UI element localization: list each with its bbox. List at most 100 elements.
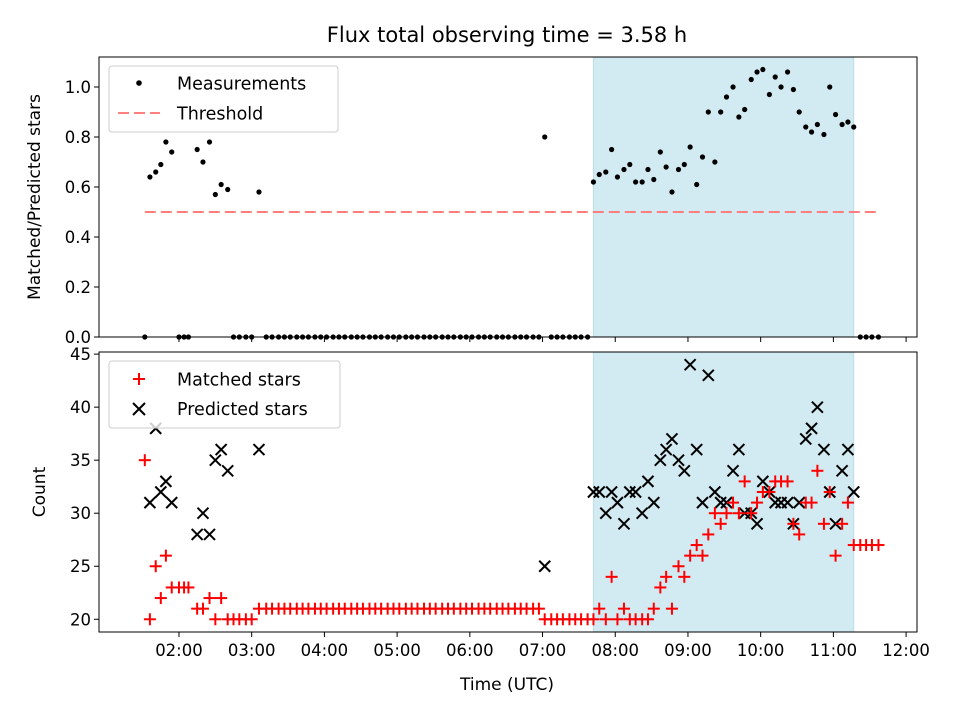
matched-star-point [654, 581, 667, 594]
matched-star-point [641, 613, 654, 626]
measurement-point [669, 189, 675, 195]
matched-star-point [196, 602, 209, 615]
matched-star-point [245, 613, 258, 626]
measurement-point [827, 84, 833, 90]
predicted-star-point [769, 496, 782, 509]
y-tick-label: 20 [70, 610, 91, 629]
y-tick-label: 30 [70, 504, 91, 523]
matched-star-point [751, 496, 764, 509]
measurement-point [803, 124, 809, 130]
predicted-star-point [841, 443, 855, 456]
y-tick-label: 0.2 [65, 278, 91, 297]
predicted-star-point [756, 475, 770, 488]
x-tick-label: 09:00 [664, 641, 712, 660]
predicted-star-point [143, 496, 157, 509]
predicted-star-point [690, 443, 703, 456]
predicted-star-point [683, 358, 697, 371]
predicted-star-point [635, 507, 649, 520]
measurement-point [158, 161, 164, 168]
matched-star-point [805, 496, 818, 509]
measurement-point [784, 69, 791, 75]
measurement-point [627, 161, 633, 168]
measurement-point [766, 91, 772, 98]
predicted-star-point [165, 496, 178, 509]
measurement-point [153, 169, 159, 175]
legend-label-threshold: Threshold [176, 105, 263, 125]
measurement-point [694, 181, 700, 188]
predicted-star-point [708, 485, 722, 499]
chart-title: Flux total observing time = 3.58 h [327, 23, 687, 47]
top-x-ticks [178, 337, 907, 342]
measurement-point [212, 191, 218, 198]
predicted-star-point [623, 485, 636, 499]
matched-star-point [599, 613, 612, 626]
matched-star-point [154, 592, 167, 605]
predicted-star-point [203, 528, 216, 541]
measurement-point [712, 159, 718, 165]
y-tick-label: 0.4 [65, 228, 91, 247]
legend-label-measurements: Measurements [177, 75, 306, 95]
measurement-point [754, 69, 760, 75]
matched-star-point [841, 496, 854, 509]
matched-star-point [696, 549, 709, 562]
predicted-star-point [221, 464, 234, 477]
matched-star-point [143, 613, 156, 626]
x-axis-label: Time (UTC) [459, 675, 554, 695]
bottom-y-axis: 20 25 30 35 40 45 [70, 345, 99, 629]
predicted-star-point [811, 400, 824, 414]
matched-star-point [203, 592, 216, 605]
legend-marker-measurements [136, 80, 142, 86]
predicted-star-point [726, 464, 740, 477]
measurement-point [687, 144, 693, 150]
measurement-point [814, 121, 820, 128]
measurement-point [657, 149, 663, 155]
predicted-star-point [835, 464, 849, 477]
predicted-stars-series [143, 358, 860, 573]
measurement-point [645, 166, 651, 173]
predicted-star-point [672, 453, 685, 467]
predicted-star-point [214, 443, 228, 456]
predicted-star-point [817, 443, 831, 456]
matched-star-point [684, 549, 697, 562]
matched-star-point [617, 602, 630, 615]
matched-stars-series [138, 454, 885, 626]
measurement-point [778, 84, 784, 90]
predicted-star-point [654, 453, 667, 467]
predicted-star-point [154, 485, 168, 499]
x-tick-label: 08:00 [591, 641, 639, 660]
matched-star-point [763, 486, 776, 498]
x-tick-label: 12:00 [882, 641, 930, 660]
measurement-point [206, 139, 213, 145]
measurement-point [796, 109, 802, 115]
measurement-point [821, 131, 827, 138]
top-plot-frame [98, 56, 918, 338]
predicted-star-point [799, 432, 812, 446]
measurement-point [718, 109, 724, 115]
predicted-star-point [599, 507, 613, 520]
matched-star-point [817, 517, 830, 530]
x-tick-label: 03:00 [228, 641, 276, 660]
predicted-star-point [720, 496, 733, 509]
matched-star-point [647, 602, 660, 615]
matched-star-point [714, 517, 727, 530]
bottom-y-label: Count [30, 466, 50, 517]
predicted-star-point [805, 422, 818, 435]
x-tick-label: 10:00 [737, 641, 785, 660]
measurement-point [218, 181, 224, 188]
matched-star-point [738, 475, 751, 488]
measurement-point [621, 166, 627, 173]
measurement-point [839, 121, 845, 128]
top-legend-box [108, 65, 339, 133]
matched-star-point [793, 528, 806, 541]
top-panel: 0.0 0.2 0.4 0.6 0.8 1.0 Matched/Predicted sta… [25, 56, 918, 347]
y-tick-label: 40 [70, 398, 91, 417]
matched-star-point [745, 507, 758, 520]
predicted-star-point [678, 464, 691, 477]
measurement-point [163, 139, 169, 145]
x-tick-label: 02:00 [155, 641, 203, 660]
predicted-star-point [732, 443, 746, 456]
matched-star-point [829, 549, 842, 562]
measurement-point [169, 149, 175, 155]
measurement-point [225, 186, 231, 193]
